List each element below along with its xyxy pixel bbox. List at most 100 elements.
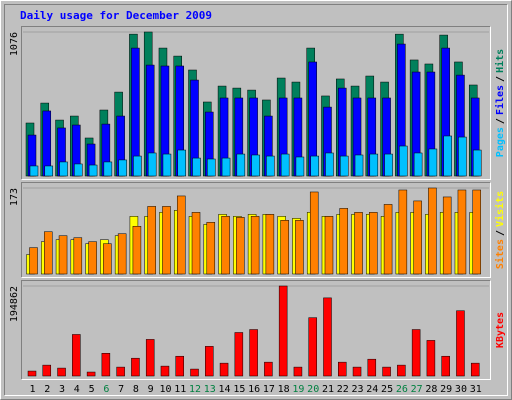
y-tick-label: 1076 xyxy=(9,32,20,56)
bar xyxy=(265,214,275,275)
y-tick-label: 173 xyxy=(9,188,20,206)
bar xyxy=(308,317,317,377)
bar xyxy=(323,297,332,377)
panel-border-dark xyxy=(21,182,491,278)
x-tick-label: 26 xyxy=(396,384,408,395)
legend: Sites / Visits xyxy=(494,191,506,269)
legend-separator: / xyxy=(495,76,506,82)
x-tick-label: 7 xyxy=(118,384,124,395)
x-tick-label: 19 xyxy=(292,384,304,395)
panel-border-dark xyxy=(21,280,491,380)
bar xyxy=(413,200,422,275)
bar xyxy=(338,361,347,377)
bar xyxy=(280,220,289,275)
legend-entry: Visits xyxy=(494,191,506,227)
bar xyxy=(354,212,363,275)
x-tick-label: 22 xyxy=(337,384,349,395)
legend-entry: Sites xyxy=(494,239,506,269)
bar xyxy=(29,165,39,177)
bar xyxy=(309,191,319,275)
bar xyxy=(428,187,437,275)
bar xyxy=(458,136,467,177)
x-tick-label: 13 xyxy=(204,384,216,395)
x-tick-label: 25 xyxy=(381,384,393,395)
bar xyxy=(234,332,244,377)
bar xyxy=(160,365,170,377)
bar xyxy=(177,149,186,177)
bar xyxy=(383,204,393,275)
bar xyxy=(131,357,140,377)
bar xyxy=(58,235,68,275)
frame-inner-dark xyxy=(4,4,508,396)
x-tick-label: 4 xyxy=(74,384,80,395)
bar xyxy=(367,358,377,377)
x-tick-label: 15 xyxy=(233,384,245,395)
bar xyxy=(103,243,112,275)
bar xyxy=(280,153,290,177)
bar xyxy=(397,364,406,377)
bar xyxy=(191,212,201,275)
bar xyxy=(207,158,216,177)
bar xyxy=(116,366,125,377)
bar xyxy=(118,159,127,177)
x-tick-label: 23 xyxy=(352,384,364,395)
bar xyxy=(117,233,127,275)
x-tick-label: 30 xyxy=(455,384,467,395)
bar xyxy=(325,152,334,177)
bar xyxy=(472,149,482,177)
bar xyxy=(73,237,83,275)
legend-separator: / xyxy=(495,118,506,124)
bar xyxy=(354,154,364,177)
bar xyxy=(278,285,288,377)
bar xyxy=(29,247,38,275)
bar xyxy=(175,355,184,377)
x-tick-label: 11 xyxy=(174,384,186,395)
x-tick-label: 24 xyxy=(366,384,378,395)
bar xyxy=(162,153,172,177)
bar xyxy=(369,212,378,275)
x-tick-label: 9 xyxy=(148,384,154,395)
bar xyxy=(251,154,260,177)
bar xyxy=(192,157,201,177)
bar xyxy=(398,189,408,275)
bar xyxy=(219,362,229,377)
legend-entry: KBytes xyxy=(495,312,506,348)
bar xyxy=(441,355,450,377)
bar xyxy=(176,195,186,275)
x-tick-label: 29 xyxy=(440,384,452,395)
bar xyxy=(310,155,319,177)
legend: KBytes xyxy=(495,312,506,348)
bar xyxy=(162,206,171,275)
bar xyxy=(145,339,155,377)
bar xyxy=(88,241,97,275)
x-tick-label: 20 xyxy=(307,384,319,395)
x-tick-label: 18 xyxy=(278,384,290,395)
bar xyxy=(44,165,54,177)
x-tick-label: 1 xyxy=(29,384,35,395)
bar xyxy=(293,366,303,377)
x-tick-label: 21 xyxy=(322,384,334,395)
bar xyxy=(340,155,349,177)
panel-border-dark xyxy=(21,26,491,180)
bar xyxy=(42,364,52,377)
bar xyxy=(236,153,246,177)
bar xyxy=(426,340,436,377)
bar xyxy=(352,366,362,377)
bar xyxy=(103,161,113,177)
bar xyxy=(147,152,157,177)
x-tick-label: 5 xyxy=(89,384,95,395)
bar xyxy=(250,216,260,275)
x-tick-label: 3 xyxy=(59,384,65,395)
bar xyxy=(457,189,467,275)
chart-title: Daily usage for December 2009 xyxy=(20,9,212,22)
x-tick-label: 6 xyxy=(103,384,109,395)
x-tick-label: 28 xyxy=(425,384,437,395)
bar xyxy=(399,145,408,177)
bar xyxy=(190,368,199,377)
bar xyxy=(382,366,391,377)
bar xyxy=(221,216,230,275)
bar xyxy=(236,217,245,275)
panel-border-light xyxy=(21,280,491,380)
